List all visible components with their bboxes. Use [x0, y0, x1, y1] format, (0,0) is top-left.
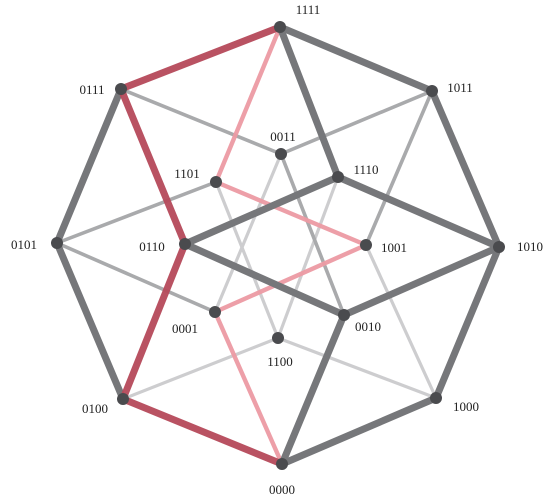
- node-1110: [332, 171, 344, 183]
- node-label-1001: 1001: [381, 240, 407, 255]
- node-label-0101: 0101: [11, 237, 37, 252]
- node-label-0000: 0000: [269, 482, 295, 497]
- node-label-0111: 0111: [79, 82, 104, 97]
- node-label-0100: 0100: [82, 401, 108, 416]
- node-0101: [51, 237, 63, 249]
- edge-0010-1010: [340, 243, 503, 319]
- node-0110: [179, 238, 191, 250]
- node-0001: [209, 306, 221, 318]
- edge-0100-0101: [53, 239, 127, 403]
- edge-1110-1111: [276, 23, 342, 181]
- label-layer: 0000 0001 0010 0011 0100 0101 0110 0111 1000 1001…: [11, 2, 543, 497]
- edge-1110-1010: [334, 173, 503, 251]
- node-label-1110: 1110: [353, 162, 378, 177]
- edge-1011-1111: [276, 23, 436, 95]
- edge-1001-1101: [213, 179, 369, 248]
- node-layer: [51, 21, 505, 470]
- node-1101: [210, 176, 222, 188]
- node-0000: [276, 458, 288, 470]
- node-1011: [426, 85, 438, 97]
- node-label-1100: 1100: [267, 354, 293, 369]
- edge-0101-0001: [55, 241, 217, 314]
- edge-1101-1111: [213, 24, 283, 185]
- edge-layer: [53, 23, 503, 468]
- node-label-0010: 0010: [355, 319, 381, 334]
- node-label-1010: 1010: [517, 239, 543, 254]
- node-label-1101: 1101: [174, 166, 200, 181]
- edge-0100-1100: [121, 336, 280, 401]
- node-label-1000: 1000: [453, 399, 479, 414]
- edge-0111-0011: [119, 87, 283, 156]
- edge-1000-1010: [432, 243, 503, 402]
- node-1100: [272, 332, 284, 344]
- edge-0011-0010: [279, 152, 346, 317]
- edge-0000-0001: [212, 309, 285, 467]
- edge-0001-0011: [213, 152, 283, 314]
- node-0111: [115, 83, 127, 95]
- node-label-0011: 0011: [270, 129, 296, 144]
- edge-1100-1110: [276, 175, 340, 340]
- node-1000: [430, 392, 442, 404]
- edge-0110-0111: [117, 85, 189, 248]
- node-label-0001: 0001: [172, 321, 198, 336]
- edge-1011-1001: [364, 89, 434, 247]
- edge-1100-1000: [276, 336, 438, 400]
- edge-1010-1011: [428, 87, 503, 251]
- edge-0110-0010: [181, 240, 348, 319]
- edge-0000-1000: [278, 394, 440, 468]
- edge-0011-1011: [279, 89, 434, 156]
- edge-0111-1111: [117, 23, 284, 93]
- edge-1000-1001: [364, 243, 438, 400]
- edge-0000-0100: [119, 395, 286, 468]
- node-1001: [360, 239, 372, 251]
- node-label-1111: 1111: [296, 2, 321, 17]
- node-1010: [493, 241, 505, 253]
- edge-0001-1001: [212, 242, 369, 315]
- edge-0100-0110: [119, 240, 189, 403]
- edge-0101-1101: [55, 180, 218, 245]
- edge-0110-1110: [181, 173, 342, 248]
- edge-0101-0111: [53, 85, 125, 247]
- node-0011: [275, 148, 287, 160]
- node-1111: [274, 21, 286, 33]
- node-label-0110: 0110: [139, 239, 165, 254]
- edge-1100-1101: [214, 180, 280, 340]
- node-label-1011: 1011: [447, 80, 473, 95]
- edge-0000-0010: [278, 311, 348, 468]
- node-0100: [117, 393, 129, 405]
- node-0010: [338, 309, 350, 321]
